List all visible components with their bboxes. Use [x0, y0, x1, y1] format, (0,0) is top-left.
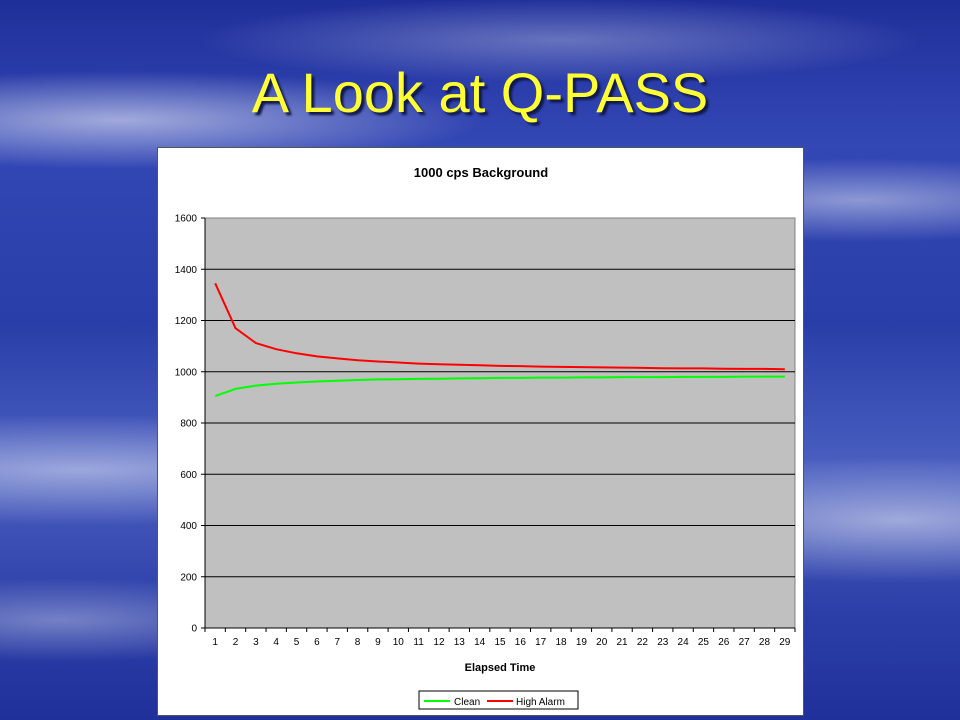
x-tick-label: 25 — [698, 637, 710, 648]
x-tick-label: 23 — [657, 637, 669, 648]
y-tick-label: 200 — [180, 572, 197, 583]
legend: Clean High Alarm — [418, 690, 579, 710]
grid-lines — [205, 268, 795, 578]
x-tick-label: 5 — [294, 637, 300, 648]
y-tick-label: 1400 — [175, 265, 198, 276]
y-tick-label: 800 — [180, 419, 197, 430]
line-chart: 1000 cps Background 02004006008001000120… — [175, 165, 796, 710]
x-tick-label: 15 — [494, 637, 506, 648]
x-tick-label: 24 — [678, 637, 690, 648]
x-tick-label: 12 — [433, 637, 445, 648]
legend-label-clean: Clean — [454, 697, 480, 708]
x-tick-label: 2 — [233, 637, 239, 648]
y-tick-label: 600 — [180, 470, 197, 481]
chart-title: 1000 cps Background — [414, 165, 548, 180]
chart-frame: 1000 cps Background 0 200 400 600 800 1000 120… — [157, 147, 804, 716]
series-line-clean — [214, 375, 785, 398]
x-tick-label: 27 — [739, 637, 751, 648]
y-tick-label: 0 — [191, 624, 197, 635]
x-tick-label: 10 — [393, 637, 405, 648]
x-tick-label: 22 — [637, 637, 649, 648]
y-tick-label: 1200 — [175, 316, 198, 327]
x-tick-label: 28 — [759, 637, 771, 648]
series-lines — [214, 282, 785, 398]
x-tick-label: 16 — [515, 637, 527, 648]
x-tick-label: 6 — [314, 637, 320, 648]
x-axis-label: Elapsed Time — [465, 662, 536, 674]
x-tick-label: 20 — [596, 637, 608, 648]
legend-label-high-alarm: High Alarm — [516, 697, 565, 708]
x-tick-label: 14 — [474, 637, 486, 648]
x-tick-label: 4 — [273, 637, 279, 648]
x-tick-label: 13 — [454, 637, 466, 648]
y-axis-ticks: 0 200 400 600 800 1000 1200 1400 1600 — [175, 214, 205, 635]
x-tick-label: 3 — [253, 637, 259, 648]
y-tick-label: 1600 — [175, 214, 198, 225]
series-line-high-alarm — [214, 282, 785, 371]
x-tick-label: 21 — [617, 637, 629, 648]
slide-title: A Look at Q-PASS — [251, 61, 709, 124]
x-tick-label: 8 — [355, 637, 361, 648]
x-tick-label: 19 — [576, 637, 588, 648]
x-axis-ticks: 1 2 3 4 5 6 7 8 9 10 11 12 13 14 15 16 17 18 19 20 21 22 23 24 2… — [204, 218, 796, 648]
x-tick-label: 11 — [413, 637, 424, 648]
y-tick-label: 1000 — [175, 367, 198, 378]
x-tick-label: 9 — [375, 637, 381, 648]
x-tick-label: 29 — [779, 637, 791, 648]
x-tick-label: 18 — [555, 637, 567, 648]
y-tick-label: 400 — [180, 521, 197, 532]
x-tick-label: 17 — [535, 637, 547, 648]
x-tick-label: 26 — [718, 637, 730, 648]
x-tick-label: 7 — [334, 637, 340, 648]
x-tick-label: 1 — [212, 637, 218, 648]
